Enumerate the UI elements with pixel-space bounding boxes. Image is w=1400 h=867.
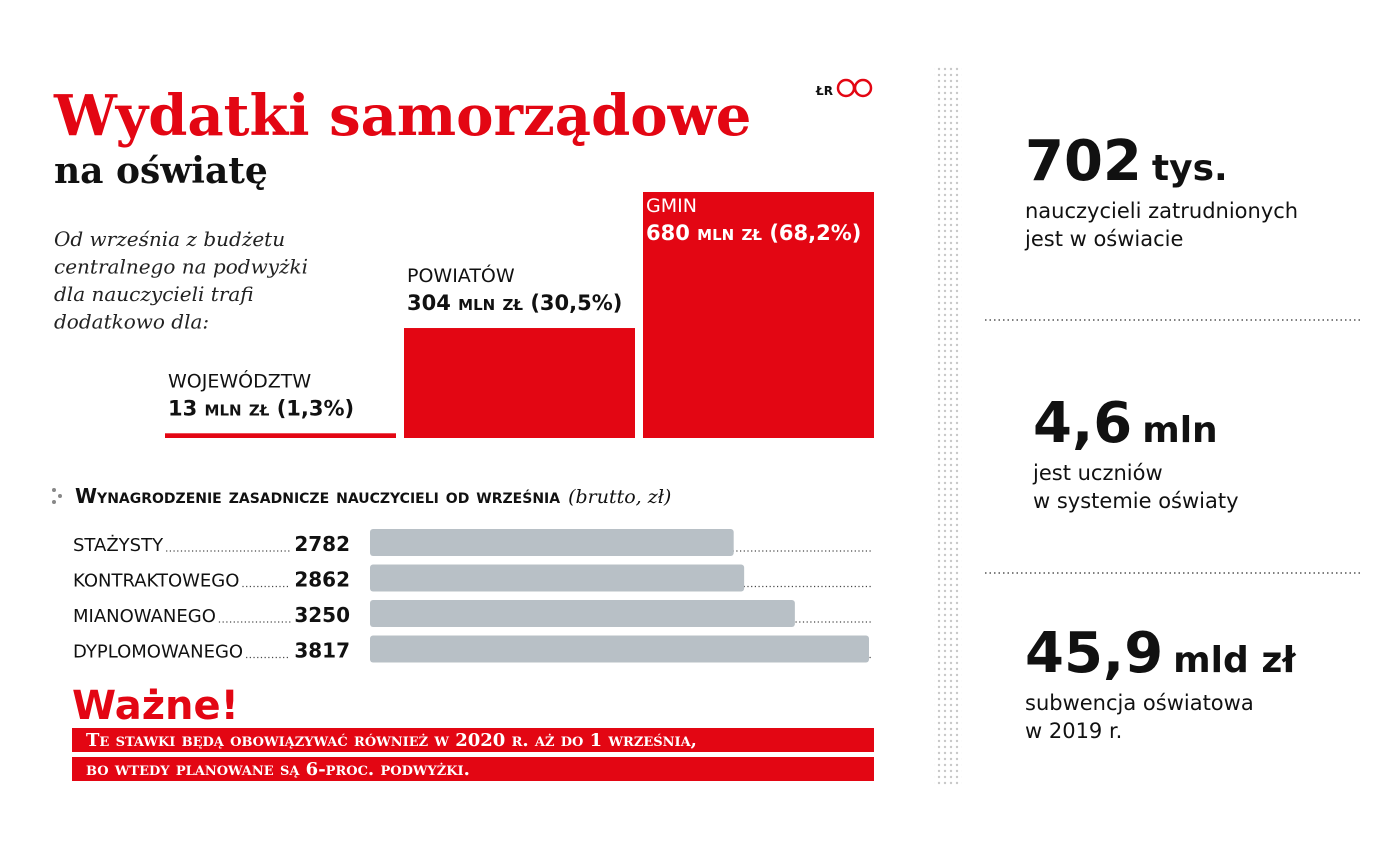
- description: dodatkowo dla:: [54, 310, 209, 334]
- separator: [934, 65, 962, 787]
- category-label: KONTRAKTOWEGO: [73, 571, 239, 592]
- description: dla nauczycieli trafi: [54, 282, 254, 306]
- bar: [370, 529, 734, 556]
- value-label: 2862: [294, 568, 350, 592]
- stat-unit: mld zł: [1173, 640, 1297, 681]
- value-label: 3817: [294, 639, 350, 663]
- bar: [370, 564, 745, 592]
- category-label: DYPLOMOWANEGO: [73, 642, 243, 663]
- stat-value: 702: [1025, 129, 1142, 194]
- note-heading: Ważne!: [72, 683, 239, 729]
- value-label: 3250: [294, 603, 350, 627]
- note-band: [72, 757, 874, 781]
- stat-figure: 45,9 mld zł: [1025, 621, 1297, 686]
- subtitle: na oświatę: [54, 150, 268, 192]
- value-label: 13 mln zł (1,3%): [168, 396, 354, 420]
- stat-text: nauczycieli zatrudnionych: [1025, 199, 1298, 223]
- stat-text: jest uczniów: [1032, 461, 1163, 485]
- stat-figure: 702 tys.: [1025, 129, 1228, 194]
- note-line: bo wtedy planowane są 6-proc. podwyżki.: [86, 759, 470, 780]
- chart-title: Wynagrodzenie zasadnicze nauczycieli od …: [75, 484, 671, 508]
- value-label: 304 mln zł (30,5%): [407, 291, 622, 315]
- logo: [853, 78, 873, 98]
- description: Od września z budżetu: [54, 227, 285, 251]
- title: Wydatki samorządowe: [53, 83, 751, 149]
- stat-text: jest w oświacie: [1024, 227, 1183, 251]
- stat-value: 4,6: [1033, 391, 1132, 456]
- chart-title-text: Wynagrodzenie zasadnicze nauczycieli od …: [75, 484, 560, 508]
- bar: [165, 433, 396, 438]
- credit: ŁR: [815, 84, 833, 98]
- category-label: GMIN: [646, 195, 697, 217]
- stat-text: subwencja oświatowa: [1025, 691, 1254, 715]
- stat-figure: 4,6 mln: [1033, 391, 1218, 456]
- chart-unit: (brutto, zł): [568, 486, 671, 508]
- logo: [836, 78, 856, 98]
- note-line: Te stawki będą obowiązywać również w 202…: [86, 730, 697, 751]
- bullet-icon: [52, 488, 62, 504]
- value-label: 680 mln zł (68,2%): [646, 221, 861, 245]
- category-label: WOJEWÓDZTW: [168, 368, 311, 392]
- stat-text: w systemie oświaty: [1033, 489, 1239, 513]
- description: centralnego na podwyżki: [54, 255, 308, 279]
- bar: [643, 192, 874, 438]
- category-label: MIANOWANEGO: [73, 606, 216, 627]
- category-label: STAŻYSTY: [73, 535, 164, 556]
- category-label: POWIATÓW: [407, 263, 515, 287]
- bar: [404, 328, 635, 438]
- note-band: [72, 728, 874, 752]
- value-label: 2782: [294, 532, 350, 556]
- bar: [370, 635, 869, 663]
- bar: [370, 600, 795, 627]
- stat-text: w 2019 r.: [1025, 719, 1122, 743]
- stat-value: 45,9: [1025, 621, 1163, 686]
- stat-unit: tys.: [1152, 148, 1228, 189]
- stat-unit: mln: [1142, 410, 1217, 451]
